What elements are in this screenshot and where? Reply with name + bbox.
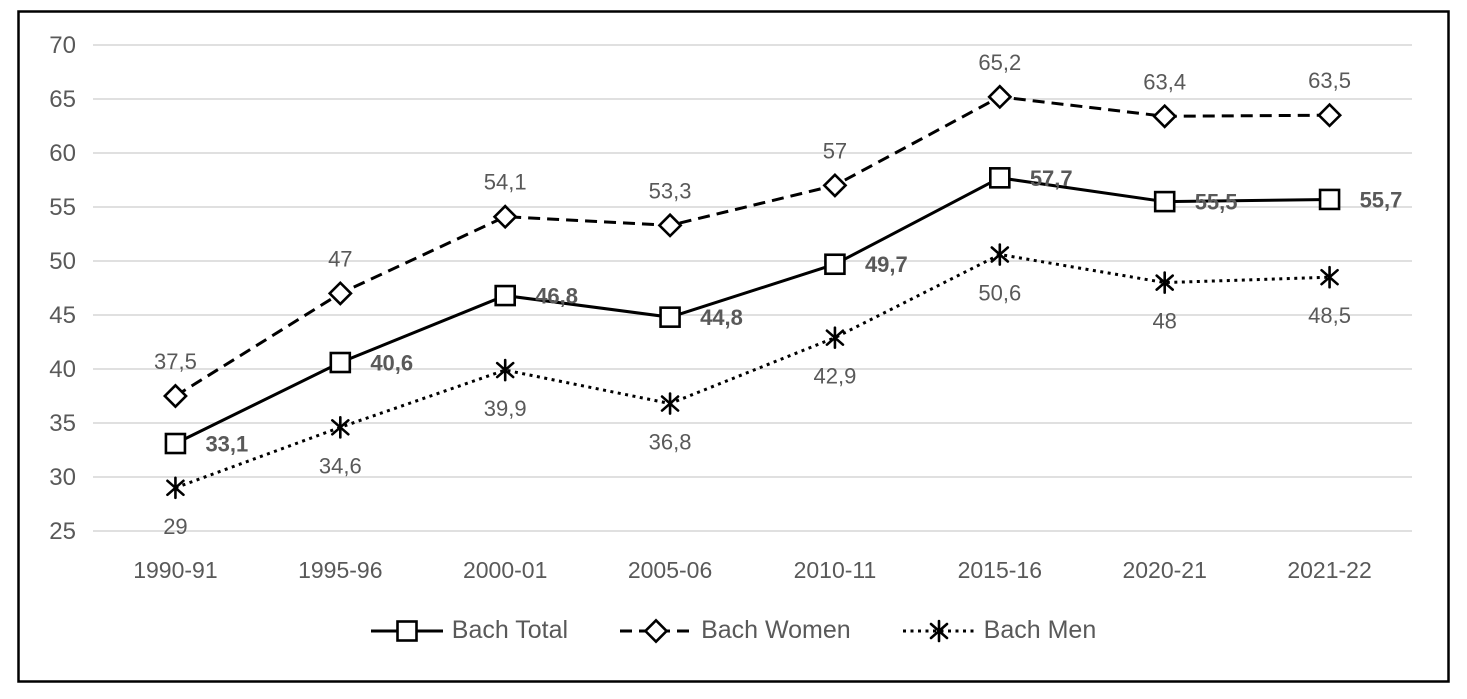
x-axis-label: 2020-21 [1122, 557, 1206, 583]
legend-diamond-marker-icon [643, 618, 669, 643]
legend-asterisk-marker-icon [929, 619, 948, 642]
diamond-marker-icon [492, 204, 518, 230]
data-label-bach-total: 46,8 [535, 284, 578, 309]
legend-item-bach-total: Bach Total [370, 616, 569, 645]
data-label-bach-women: 63,5 [1308, 68, 1351, 93]
series-line-bach-total [174, 176, 1330, 445]
asterisk-marker-icon [331, 416, 350, 439]
data-label-bach-total: 33,1 [205, 432, 248, 457]
y-axis-label: 30 [49, 464, 76, 491]
asterisk-marker-icon [825, 326, 845, 349]
diamond-marker-icon [162, 383, 188, 409]
data-label-bach-women: 54,1 [484, 170, 527, 195]
legend-label-bach-total: Bach Total [451, 616, 569, 644]
y-axis-label: 50 [49, 248, 76, 275]
series-line-bach-women [174, 95, 1330, 398]
data-label-bach-men: 36,8 [649, 430, 692, 455]
data-label-bach-total: 44,8 [700, 305, 743, 330]
x-axis-label: 2010-11 [794, 557, 877, 583]
asterisk-marker-icon [1320, 265, 1339, 289]
square-marker-icon [989, 167, 1011, 189]
data-label-bach-total: 55,5 [1195, 190, 1238, 215]
legend-label-bach-women: Bach Women [701, 616, 851, 644]
diamond-marker-icon [1152, 103, 1178, 129]
y-axis-label: 45 [49, 302, 76, 329]
data-label-bach-total: 55,7 [1360, 187, 1403, 212]
y-axis-label: 55 [49, 194, 76, 221]
asterisk-marker-icon [990, 243, 1010, 266]
square-marker-icon [1318, 188, 1341, 211]
series-line-bach-men [174, 252, 1330, 490]
square-marker-icon [824, 253, 846, 276]
diamond-marker-icon [1317, 102, 1343, 128]
diamond-marker-icon [987, 84, 1013, 110]
diamond-marker-icon [822, 172, 848, 198]
diamond-marker-icon [657, 212, 683, 238]
data-label-bach-women: 37,5 [154, 349, 197, 374]
x-axis-label: 2015-16 [958, 557, 1042, 583]
diamond-marker-icon [327, 280, 353, 306]
chart-border [17, 10, 1450, 683]
y-axis-label: 40 [49, 356, 76, 383]
y-axis-label: 65 [49, 86, 76, 113]
x-axis-label: 2005-06 [628, 557, 712, 583]
asterisk-marker-icon [660, 392, 680, 415]
square-marker-icon [1153, 190, 1176, 213]
y-axis-label: 60 [49, 140, 76, 167]
x-axis-label: 2021-22 [1287, 557, 1371, 583]
data-label-bach-men: 39,9 [484, 396, 527, 421]
data-label-bach-women: 47 [328, 246, 352, 271]
legend-item-bach-women: Bach Women [620, 616, 851, 645]
x-axis-label: 1990-91 [133, 557, 217, 583]
legend-label-bach-men: Bach Men [983, 616, 1097, 644]
data-label-bach-women: 63,4 [1143, 69, 1186, 94]
square-marker-icon [494, 284, 516, 307]
data-label-bach-total: 40,6 [370, 351, 413, 376]
data-label-bach-total: 49,7 [865, 252, 908, 277]
data-label-bach-women: 65,2 [978, 50, 1021, 75]
legend-square-marker-icon [395, 619, 418, 642]
data-label-bach-men: 34,6 [319, 453, 362, 478]
x-axis-label: 2000-01 [463, 557, 547, 583]
square-marker-icon [659, 306, 681, 328]
data-label-bach-men: 29 [163, 514, 187, 539]
data-label-bach-men: 50,6 [978, 281, 1021, 306]
data-label-bach-men: 42,9 [814, 364, 857, 389]
legend-diamond-sample-icon [620, 618, 693, 643]
data-label-bach-men: 48 [1152, 309, 1176, 334]
data-label-bach-total: 57,7 [1030, 166, 1073, 191]
legend-asterisk-sample-icon [902, 619, 975, 642]
y-axis-label: 70 [49, 32, 76, 59]
asterisk-marker-icon [166, 476, 185, 500]
x-axis-label: 1995-96 [298, 557, 382, 583]
data-label-bach-men: 48,5 [1308, 303, 1351, 328]
asterisk-marker-icon [495, 358, 515, 382]
legend-square-sample-icon [370, 619, 443, 642]
asterisk-marker-icon [1155, 271, 1174, 294]
y-axis-label: 25 [49, 518, 76, 545]
square-marker-icon [164, 432, 187, 455]
y-axis-label: 35 [49, 410, 76, 437]
chart-legend: Bach Total Bach Women Bach Men [0, 616, 1467, 645]
square-marker-icon [329, 351, 352, 374]
data-label-bach-women: 53,3 [649, 178, 692, 203]
data-label-bach-women: 57 [823, 138, 847, 163]
legend-item-bach-men: Bach Men [902, 616, 1097, 645]
